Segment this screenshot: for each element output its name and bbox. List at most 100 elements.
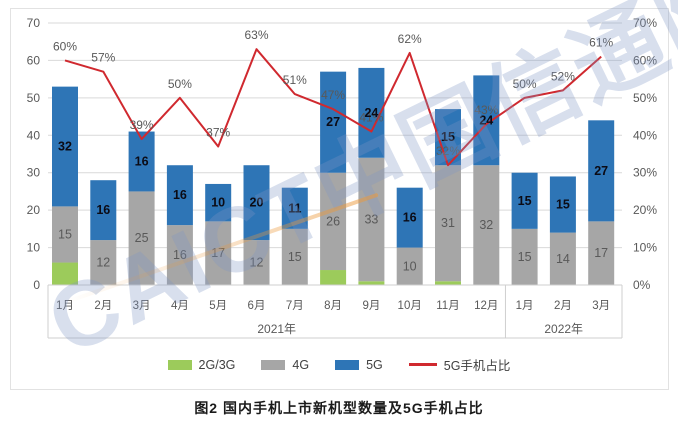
left-axis-tick: 20	[27, 203, 41, 217]
legend-swatch-5g-icon	[335, 359, 360, 370]
right-axis-tick: 40%	[633, 128, 657, 142]
category-label: 1月	[516, 300, 534, 312]
left-axis-tick: 10	[27, 241, 41, 255]
bar-value-label: 27	[326, 115, 340, 129]
line-5g-share	[64, 48, 602, 167]
bar-value-label: 25	[135, 231, 149, 245]
bar-value-label: 15	[518, 194, 532, 208]
legend-swatch-4g-icon	[261, 359, 286, 370]
bar-value-label: 17	[211, 246, 225, 260]
right-axis-tick: 10%	[633, 241, 657, 255]
line-percent-label: 61%	[589, 36, 613, 50]
bar-value-label: 16	[173, 188, 187, 202]
bar-segment	[396, 187, 423, 248]
line-percent-label: 32%	[436, 144, 460, 158]
legend-label-2g3g: 2G/3G	[198, 357, 236, 372]
bar-value-label: 33	[364, 213, 378, 227]
category-label: 2月	[94, 300, 112, 312]
bar-segment	[52, 262, 78, 285]
bar-value-label: 11	[288, 201, 301, 215]
bar-segment	[511, 172, 538, 229]
line-percent-label: 51%	[283, 73, 307, 87]
category-label: 3月	[133, 300, 151, 312]
group-label: 2021年	[257, 322, 296, 336]
category-label: 4月	[171, 300, 189, 312]
line-percent-label: 43%	[474, 103, 498, 117]
category-label: 12月	[474, 300, 498, 312]
bar-value-label: 32	[58, 140, 72, 154]
line-percent-label: 41%	[359, 111, 383, 125]
left-axis-tick: 50	[27, 91, 41, 105]
bar-value-label: 12	[250, 256, 264, 270]
line-percent-label: 50%	[513, 77, 537, 91]
left-axis-tick: 30	[27, 166, 41, 180]
bar-segment	[473, 165, 500, 285]
category-label: 6月	[248, 300, 266, 312]
legend-label-5g-share: 5G手机占比	[443, 359, 511, 373]
right-axis-tick: 70%	[633, 16, 657, 30]
bar-value-label: 14	[556, 252, 570, 266]
line-percent-label: 37%	[206, 126, 230, 140]
legend-item-5g-share: 5G手机占比	[408, 355, 511, 374]
line-percent-label: 47%	[321, 88, 345, 102]
bar-value-label: 24	[364, 106, 378, 120]
bar-segment	[128, 131, 155, 192]
bar-segment	[52, 86, 78, 207]
category-label: 8月	[324, 300, 342, 312]
bar-value-label: 12	[96, 256, 110, 270]
category-label: 9月	[362, 300, 380, 312]
bar-segment	[549, 176, 576, 233]
line-percent-label: 60%	[53, 39, 77, 53]
category-label: 10月	[398, 300, 422, 312]
bar-value-label: 15	[288, 250, 302, 264]
bar-segment	[473, 75, 500, 166]
bar-value-label: 31	[441, 216, 455, 230]
bar-value-label: 24	[479, 113, 493, 127]
right-axis-tick: 50%	[633, 91, 657, 105]
left-axis-tick: 60	[27, 53, 41, 67]
legend-label-4g: 4G	[292, 357, 310, 372]
figure-caption: 图2 国内手机上市新机型数量及5G手机占比	[194, 400, 484, 416]
group-label: 2022年	[544, 322, 583, 336]
bar-segment	[511, 228, 538, 285]
bar-value-label: 16	[96, 203, 110, 217]
legend-item-2g3g: 2G/3G	[167, 357, 236, 372]
right-axis-tick: 60%	[633, 53, 657, 67]
bar-segment	[435, 281, 461, 285]
bar-segment	[358, 281, 385, 285]
line-percent-label: 63%	[244, 28, 268, 42]
bar-segment	[588, 221, 615, 285]
bar-value-label: 17	[594, 246, 608, 260]
bar-value-label: 10	[211, 196, 225, 210]
bar-segment	[320, 71, 347, 173]
left-axis-tick: 40	[27, 128, 41, 142]
bar-segment	[588, 120, 615, 222]
line-percent-label: 52%	[551, 69, 575, 83]
right-axis-tick: 30%	[633, 166, 657, 180]
bar-value-label: 32	[479, 218, 493, 232]
category-label: 5月	[209, 300, 227, 312]
bar-value-label: 27	[594, 164, 608, 178]
bar-value-label: 15	[441, 130, 455, 144]
bar-value-label: 16	[173, 248, 187, 262]
left-axis-tick: 70	[27, 16, 41, 30]
bar-value-label: 16	[135, 154, 149, 168]
bar-value-label: 26	[326, 214, 340, 228]
legend-line-5g-share-icon	[408, 363, 437, 366]
bar-value-label: 15	[58, 227, 72, 241]
right-axis-tick: 0%	[633, 278, 651, 292]
bar-value-label: 20	[250, 196, 264, 210]
bar-value-label: 10	[403, 259, 417, 273]
line-percent-label: 62%	[398, 32, 422, 46]
bar-value-label: 16	[403, 211, 417, 225]
chart-canvas: 0 0% 10 10% 20 20% 30 30% 40 40% 50 50% 60 60% 70 70% 1月…	[27, 16, 657, 339]
right-axis-tick: 20%	[633, 203, 657, 217]
line-percent-label: 57%	[91, 51, 115, 65]
category-label: 1月	[56, 300, 74, 312]
bar-segment	[549, 232, 576, 285]
category-label: 7月	[286, 300, 304, 312]
line-percent-label: 50%	[168, 77, 192, 91]
legend-swatch-2g3g-icon	[167, 359, 192, 370]
legend-label-5g: 5G	[366, 357, 383, 372]
bar-segment	[320, 270, 347, 285]
